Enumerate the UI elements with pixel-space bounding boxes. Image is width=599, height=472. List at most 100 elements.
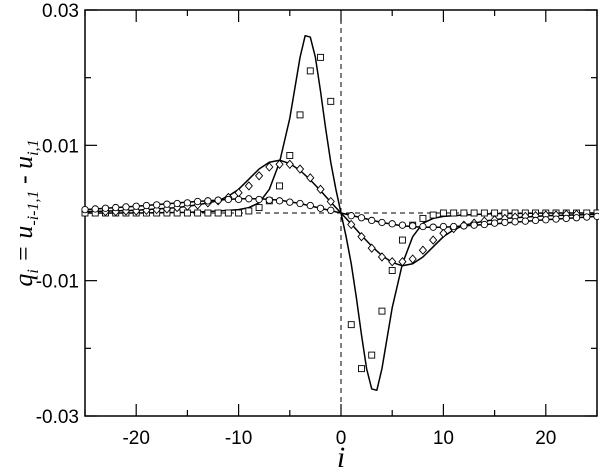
circle-marker: [409, 222, 417, 230]
square-marker: [378, 307, 386, 315]
circle-marker: [142, 201, 151, 210]
square-marker: [450, 209, 458, 217]
circle-marker: [265, 196, 273, 204]
square-marker: [245, 207, 253, 215]
circle-marker: [204, 197, 212, 205]
square-marker: [429, 211, 437, 219]
square-marker: [306, 67, 314, 75]
square-marker: [286, 152, 294, 159]
circle-marker: [327, 206, 335, 214]
circle-marker: [521, 217, 529, 225]
y-tick-label: -0.01: [36, 272, 79, 293]
diamond-marker: [367, 243, 376, 253]
diamond-marker: [398, 257, 407, 267]
diamond-marker: [254, 171, 264, 181]
circle-marker: [511, 218, 519, 226]
circle-marker: [357, 214, 366, 222]
circle-marker: [429, 223, 437, 231]
circle-marker: [593, 212, 599, 221]
circle-marker: [368, 216, 376, 225]
square-marker: [214, 209, 222, 217]
diamond-marker: [265, 162, 274, 172]
square-marker: [327, 97, 335, 105]
diamond-marker: [418, 245, 428, 255]
circle-marker: [306, 201, 314, 210]
diamond-marker: [388, 257, 397, 267]
diamond-marker: [408, 254, 417, 264]
circle-marker: [388, 220, 396, 228]
circle-marker: [224, 195, 233, 204]
circle-marker: [173, 199, 181, 208]
diamond-marker: [326, 196, 335, 207]
square-marker: [276, 182, 284, 190]
circle-marker: [163, 200, 171, 208]
square-marker: [480, 209, 488, 217]
circle-marker: [542, 216, 550, 224]
circle-marker: [91, 205, 99, 213]
square-marker: [224, 209, 232, 217]
circle-marker: [132, 202, 140, 210]
diamond-marker: [347, 219, 356, 230]
circle-marker: [81, 205, 89, 214]
x-axis-label: i: [337, 441, 345, 472]
diamond-marker: [306, 173, 315, 183]
circle-marker: [460, 222, 468, 230]
x-tick-label: -10: [225, 428, 252, 449]
diamond-marker: [275, 159, 284, 169]
circle-marker: [101, 204, 110, 212]
diamond-marker: [295, 164, 305, 174]
circle-marker: [439, 222, 448, 231]
circle-marker: [552, 215, 560, 223]
square-marker: [398, 236, 406, 244]
circle-marker: [419, 222, 427, 231]
square-marker: [255, 204, 263, 212]
y-tick-label: 0.01: [42, 136, 79, 157]
y-axis-label: qi = u-i-1,1 - ui,1: [9, 139, 42, 286]
circle-marker: [296, 199, 304, 208]
circle-marker: [378, 218, 386, 227]
square-marker: [439, 209, 447, 217]
diamond-marker: [244, 181, 253, 191]
circle-marker: [153, 201, 161, 209]
y-tick-label: -0.03: [36, 407, 79, 428]
square-marker: [317, 53, 324, 61]
diamond-marker: [429, 235, 438, 245]
circle-marker: [449, 222, 458, 231]
circle-marker: [347, 212, 355, 220]
diamond-marker: [316, 184, 325, 195]
square-marker: [194, 209, 202, 217]
square-marker: [358, 365, 365, 373]
x-tick-label: -20: [122, 428, 149, 449]
circle-marker: [183, 199, 192, 207]
circle-marker: [245, 195, 253, 203]
data-markers: [81, 53, 599, 373]
tick-labels: -20 -10 0 10 20 -0.03 -0.01 0.01 0.03: [36, 1, 557, 449]
y-tick-label: 0.03: [42, 1, 79, 22]
circle-marker: [234, 195, 243, 204]
circle-marker: [490, 219, 499, 227]
square-marker: [235, 209, 243, 217]
axis-ticks: [84, 9, 598, 417]
x-tick-label: 10: [433, 428, 454, 449]
circle-marker: [501, 218, 509, 227]
x-tick-label: 20: [535, 428, 556, 449]
circle-marker: [480, 220, 489, 229]
circle-marker: [531, 216, 540, 225]
circle-marker: [398, 221, 407, 229]
circle-marker: [562, 214, 570, 223]
circle-marker: [470, 221, 478, 229]
square-marker: [460, 209, 468, 217]
circle-marker: [286, 198, 294, 206]
diamond-marker: [377, 252, 387, 262]
circle-marker: [214, 196, 222, 204]
square-marker: [296, 111, 304, 119]
circle-marker: [583, 213, 591, 221]
square-marker: [347, 321, 355, 329]
circle-marker: [572, 214, 581, 222]
circle-marker: [255, 195, 263, 204]
circle-marker: [275, 197, 284, 205]
square-marker: [470, 209, 478, 217]
circle-marker: [112, 203, 120, 212]
circle-marker: [193, 197, 202, 206]
